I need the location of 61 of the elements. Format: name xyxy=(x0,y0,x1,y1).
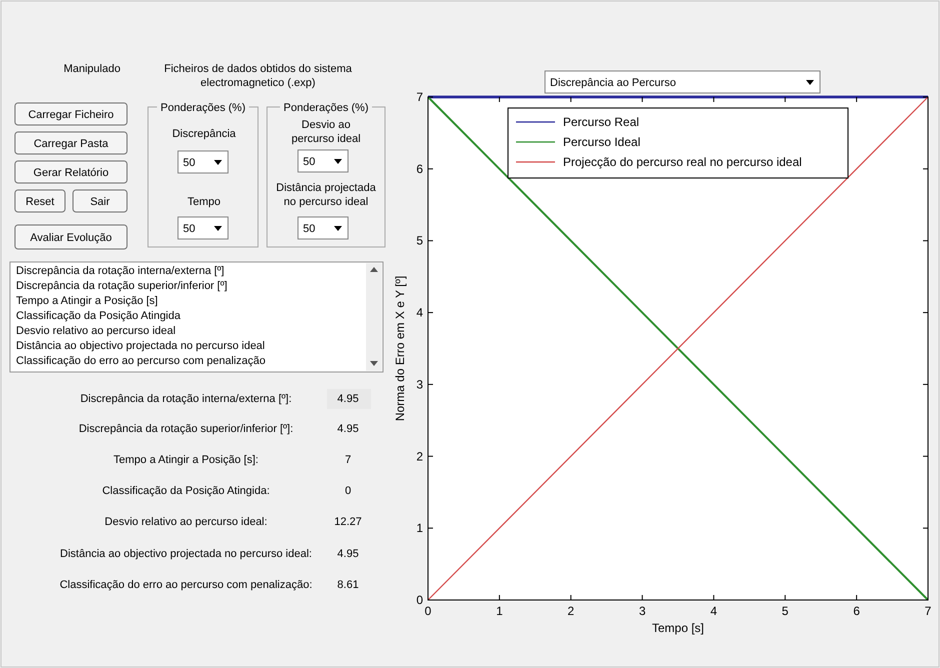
text: Classificação do erro ao percurso com penalização xyxy=(16,355,266,367)
text: Discrepância xyxy=(172,128,237,140)
text: Tempo xyxy=(187,196,221,208)
text: Discrepância da rotação superior/inferior [º] xyxy=(16,280,228,292)
text: Desvio relativo ao percurso ideal: xyxy=(104,516,268,528)
text: Distância ao objectivo projectada no percurso ideal: xyxy=(60,548,312,560)
text: Ponderações (%) xyxy=(284,102,368,114)
text: 50 xyxy=(183,223,196,235)
legend-label: Percurso Ideal xyxy=(563,135,640,149)
text: 7 xyxy=(344,454,352,466)
text: Discrepância da rotação interna/externa [º]: xyxy=(80,393,292,405)
x-tick-label: 0 xyxy=(424,604,432,618)
x-tick-label: 4 xyxy=(710,604,718,618)
text: Desvio ao percurso ideal xyxy=(291,119,361,145)
y-tick-label: 3 xyxy=(416,377,424,392)
text: 50 xyxy=(303,223,316,235)
text: 8.61 xyxy=(337,579,359,591)
x-tick-label: 7 xyxy=(924,604,932,618)
text: Distância ao objectivo projectada no percurso ideal xyxy=(16,340,265,352)
text: Tempo a Atingir a Posição [s]: xyxy=(114,454,258,466)
text: Carregar Ficheiro xyxy=(28,109,114,121)
text: 4.95 xyxy=(337,393,359,405)
x-tick-label: 3 xyxy=(638,604,646,618)
text: 4.95 xyxy=(337,548,359,560)
x-tick-label: 2 xyxy=(568,604,575,618)
text: 12.27 xyxy=(334,516,362,528)
text: Ficheiros de dados obtidos do sistema electromagnetico (.exp) xyxy=(164,63,353,89)
text: Desvio relativo ao percurso ideal xyxy=(16,325,176,337)
text: 50 xyxy=(303,156,316,168)
text: Avaliar Evolução xyxy=(30,232,112,244)
text: Tempo a Atingir a Posição [s] xyxy=(16,295,158,307)
text: Classificação da Posição Atingida: xyxy=(102,485,270,497)
text: Carregar Pasta xyxy=(34,138,110,150)
text: Classificação da Posição Atingida xyxy=(16,310,182,322)
y-tick-label: 1 xyxy=(416,521,424,536)
y-tick-label: 6 xyxy=(416,162,424,176)
y-tick-label: 4 xyxy=(416,306,424,320)
legend-label: Percurso Real xyxy=(563,115,640,129)
y-tick-label: 2 xyxy=(416,449,424,464)
legend-label: Projecção do percurso real no percurso ideal xyxy=(563,155,802,169)
text: Discrepância ao Percurso xyxy=(550,77,676,89)
text: Discrepância da rotação superior/inferior [º]: xyxy=(78,423,294,435)
y-axis-title: Norma do Erro em X e Y [º] xyxy=(393,276,407,422)
text: Classificação do erro ao percurso com penalização: xyxy=(60,579,312,591)
y-tick-label: 0 xyxy=(416,593,424,607)
y-tick-label: 7 xyxy=(416,90,424,104)
text: Ponderações (%) xyxy=(160,102,246,114)
x-tick-label: 1 xyxy=(496,604,504,618)
y-tick-label: 5 xyxy=(416,234,424,248)
x-tick-label: 5 xyxy=(782,604,789,618)
text: 0 xyxy=(344,485,352,497)
text: Sair xyxy=(90,196,110,208)
text: 4.95 xyxy=(337,423,359,435)
text: Discrepância da rotação interna/externa [º] xyxy=(16,265,224,277)
text: Gerar Relatório xyxy=(33,167,109,179)
x-tick-label: 6 xyxy=(853,604,860,618)
text: Manipulado xyxy=(64,63,120,75)
text: 50 xyxy=(183,157,196,169)
text: Distância projectada no percurso ideal xyxy=(276,182,377,208)
x-axis-title: Tempo [s] xyxy=(652,621,704,635)
text: Reset xyxy=(26,196,54,208)
